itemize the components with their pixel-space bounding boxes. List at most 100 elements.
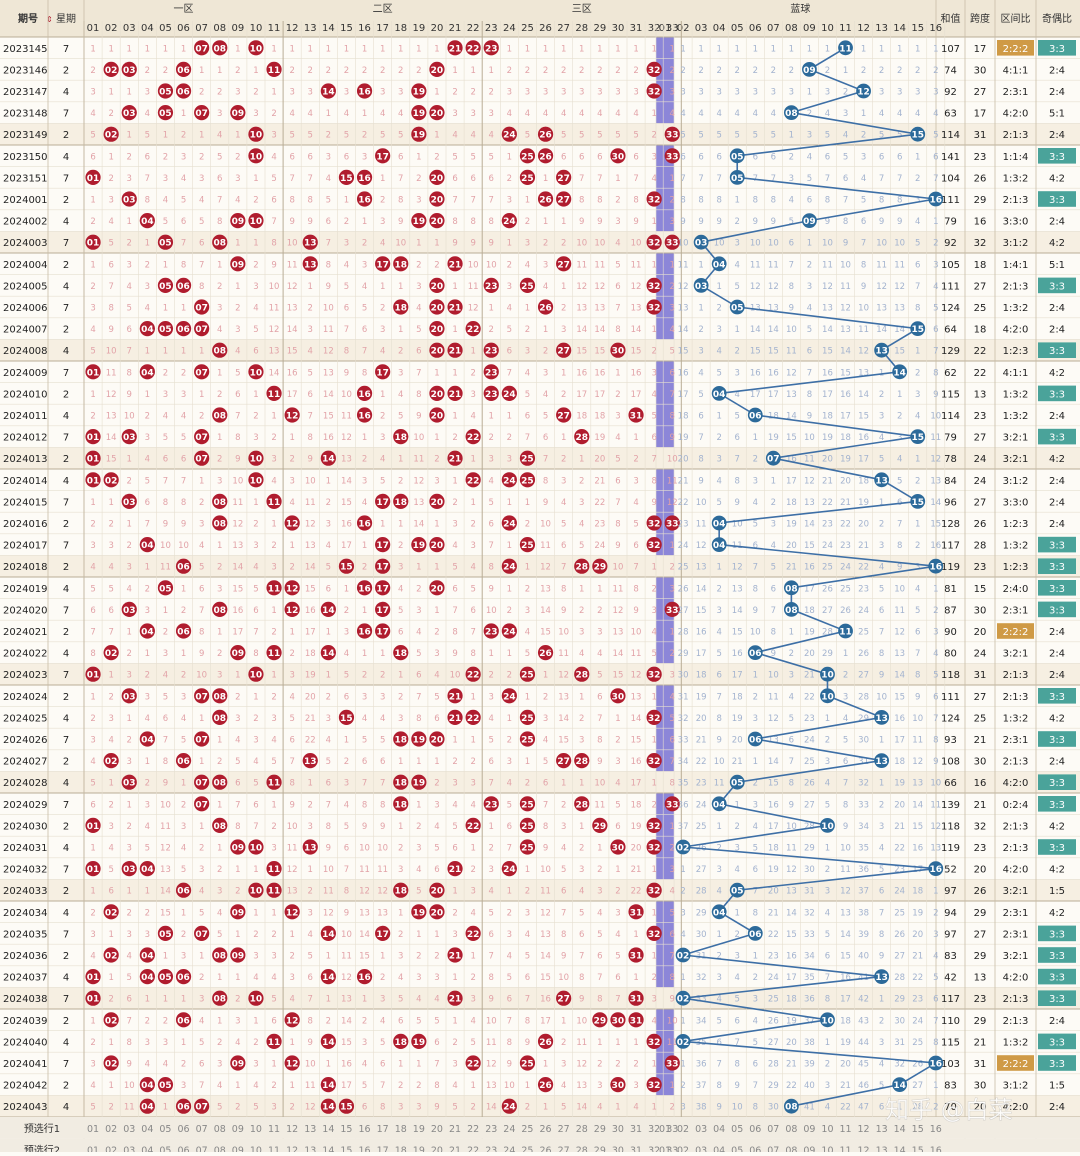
- footer-red-number[interactable]: 23: [485, 1145, 497, 1156]
- footer-red-number[interactable]: 09: [232, 1124, 244, 1135]
- footer-red-number[interactable]: 14: [322, 1145, 334, 1156]
- footer-blue-number[interactable]: 07: [767, 1124, 779, 1135]
- footer-blue-number[interactable]: 13: [876, 1145, 888, 1156]
- footer-red-number[interactable]: 01: [87, 1124, 99, 1135]
- footer-red-number[interactable]: 13: [304, 1124, 316, 1135]
- footer-red-number[interactable]: 32: [648, 1124, 660, 1135]
- footer-red-number[interactable]: 12: [286, 1124, 298, 1135]
- footer-red-number[interactable]: 20: [431, 1124, 443, 1135]
- footer-red-number[interactable]: 31: [630, 1124, 642, 1135]
- footer-blue-number[interactable]: 05: [731, 1124, 743, 1135]
- footer-red-number[interactable]: 19: [413, 1124, 425, 1135]
- footer-blue-number[interactable]: 07: [767, 1145, 779, 1156]
- footer-blue-number[interactable]: 03: [695, 1145, 707, 1156]
- footer-red-number[interactable]: 24: [503, 1145, 515, 1156]
- footer-red-number[interactable]: 09: [232, 1145, 244, 1156]
- footer-red-number[interactable]: 06: [178, 1124, 190, 1135]
- footer-blue-number[interactable]: 02: [677, 1145, 689, 1156]
- footer-blue-number[interactable]: 11: [839, 1124, 851, 1135]
- footer-red-number[interactable]: 25: [521, 1124, 533, 1135]
- footer-red-number[interactable]: 02: [105, 1145, 117, 1156]
- footer-blue-number[interactable]: 01: [659, 1124, 671, 1135]
- footer-blue-number[interactable]: 14: [894, 1124, 906, 1135]
- footer-red-number[interactable]: 08: [214, 1124, 226, 1135]
- footer-red-number[interactable]: 33: [666, 1145, 678, 1156]
- footer-red-number[interactable]: 03: [123, 1124, 135, 1135]
- footer-blue-number[interactable]: 12: [858, 1145, 870, 1156]
- footer-red-number[interactable]: 02: [105, 1124, 117, 1135]
- footer-blue-number[interactable]: 06: [749, 1145, 761, 1156]
- footer-blue-number[interactable]: 11: [839, 1145, 851, 1156]
- footer-blue-number[interactable]: 10: [821, 1124, 833, 1135]
- footer-red-number[interactable]: 12: [286, 1145, 298, 1156]
- footer-red-number[interactable]: 30: [612, 1145, 624, 1156]
- footer-blue-number[interactable]: 02: [677, 1124, 689, 1135]
- sort-arrows-icon[interactable]: ⇕: [46, 15, 53, 24]
- footer-red-number[interactable]: 27: [558, 1124, 570, 1135]
- footer-red-number[interactable]: 07: [196, 1145, 208, 1156]
- footer-blue-number[interactable]: 15: [912, 1124, 924, 1135]
- footer-red-number[interactable]: 17: [377, 1145, 389, 1156]
- footer-red-number[interactable]: 18: [395, 1124, 407, 1135]
- footer-red-number[interactable]: 20: [431, 1145, 443, 1156]
- footer-blue-number[interactable]: 04: [713, 1124, 725, 1135]
- footer-red-number[interactable]: 26: [540, 1145, 552, 1156]
- footer-red-number[interactable]: 10: [250, 1145, 262, 1156]
- footer-red-number[interactable]: 25: [521, 1145, 533, 1156]
- footer-red-number[interactable]: 15: [340, 1145, 352, 1156]
- period-header[interactable]: 期号: [18, 12, 38, 25]
- footer-blue-number[interactable]: 09: [803, 1124, 815, 1135]
- footer-red-number[interactable]: 33: [666, 1124, 678, 1135]
- footer-red-number[interactable]: 05: [159, 1145, 171, 1156]
- footer-red-number[interactable]: 21: [449, 1145, 461, 1156]
- footer-red-number[interactable]: 17: [377, 1124, 389, 1135]
- footer-red-number[interactable]: 08: [214, 1145, 226, 1156]
- footer-blue-number[interactable]: 09: [803, 1145, 815, 1156]
- footer-red-number[interactable]: 31: [630, 1145, 642, 1156]
- footer-red-number[interactable]: 10: [250, 1124, 262, 1135]
- footer-red-number[interactable]: 03: [123, 1145, 135, 1156]
- footer-blue-number[interactable]: 10: [821, 1145, 833, 1156]
- footer-red-number[interactable]: 19: [413, 1145, 425, 1156]
- footer-red-number[interactable]: 06: [178, 1145, 190, 1156]
- footer-blue-number[interactable]: 12: [858, 1124, 870, 1135]
- footer-blue-number[interactable]: 13: [876, 1124, 888, 1135]
- footer-red-number[interactable]: 28: [576, 1124, 588, 1135]
- footer-red-number[interactable]: 28: [576, 1145, 588, 1156]
- footer-red-number[interactable]: 16: [359, 1124, 371, 1135]
- footer-blue-number[interactable]: 05: [731, 1145, 743, 1156]
- footer-blue-number[interactable]: 16: [930, 1145, 942, 1156]
- footer-red-number[interactable]: 11: [268, 1124, 280, 1135]
- footer-red-number[interactable]: 30: [612, 1124, 624, 1135]
- footer-red-number[interactable]: 26: [540, 1124, 552, 1135]
- footer-red-number[interactable]: 05: [159, 1124, 171, 1135]
- footer-red-number[interactable]: 22: [467, 1124, 479, 1135]
- footer-red-number[interactable]: 23: [485, 1124, 497, 1135]
- footer-red-number[interactable]: 14: [322, 1124, 334, 1135]
- footer-blue-number[interactable]: 08: [785, 1124, 797, 1135]
- footer-red-number[interactable]: 24: [503, 1124, 515, 1135]
- footer-blue-number[interactable]: 03: [695, 1124, 707, 1135]
- footer-blue-number[interactable]: 06: [749, 1124, 761, 1135]
- footer-blue-number[interactable]: 16: [930, 1124, 942, 1135]
- footer-red-number[interactable]: 21: [449, 1124, 461, 1135]
- footer-red-number[interactable]: 29: [594, 1145, 606, 1156]
- footer-red-number[interactable]: 22: [467, 1145, 479, 1156]
- footer-red-number[interactable]: 07: [196, 1124, 208, 1135]
- footer-red-number[interactable]: 29: [594, 1124, 606, 1135]
- footer-blue-number[interactable]: 15: [912, 1145, 924, 1156]
- footer-blue-number[interactable]: 04: [713, 1145, 725, 1156]
- footer-red-number[interactable]: 32: [648, 1145, 660, 1156]
- footer-blue-number[interactable]: 14: [894, 1145, 906, 1156]
- footer-red-number[interactable]: 18: [395, 1145, 407, 1156]
- footer-red-number[interactable]: 16: [359, 1145, 371, 1156]
- footer-red-number[interactable]: 15: [340, 1124, 352, 1135]
- footer-red-number[interactable]: 01: [87, 1145, 99, 1156]
- footer-red-number[interactable]: 13: [304, 1145, 316, 1156]
- footer-red-number[interactable]: 27: [558, 1145, 570, 1156]
- footer-red-number[interactable]: 04: [141, 1145, 153, 1156]
- footer-red-number[interactable]: 11: [268, 1145, 280, 1156]
- footer-blue-number[interactable]: 01: [659, 1145, 671, 1156]
- footer-blue-number[interactable]: 08: [785, 1145, 797, 1156]
- footer-red-number[interactable]: 04: [141, 1124, 153, 1135]
